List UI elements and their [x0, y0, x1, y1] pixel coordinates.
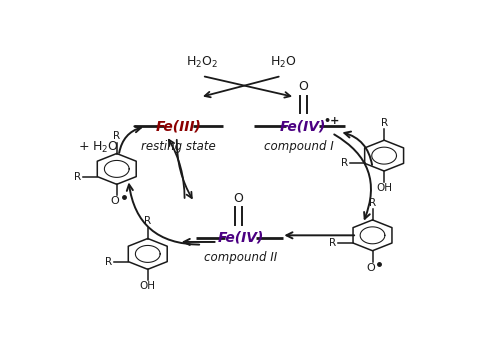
Text: OH: OH — [376, 183, 392, 193]
Text: R: R — [380, 118, 388, 128]
Text: Fe(IV): Fe(IV) — [218, 231, 264, 245]
Text: R: R — [74, 171, 80, 181]
Text: Fe(III): Fe(III) — [156, 119, 202, 134]
Text: O: O — [366, 263, 375, 273]
Text: R: R — [330, 238, 336, 248]
Text: H$_2$O: H$_2$O — [270, 55, 296, 70]
Text: R: R — [369, 198, 376, 208]
Text: compound I: compound I — [264, 140, 334, 153]
Text: R: R — [104, 257, 112, 267]
Text: resting state: resting state — [142, 140, 216, 153]
Text: OH: OH — [140, 282, 156, 292]
Text: R: R — [144, 216, 152, 226]
Text: O: O — [298, 80, 308, 93]
Text: R: R — [113, 131, 120, 141]
Text: compound II: compound II — [204, 252, 278, 264]
Text: O: O — [234, 192, 243, 205]
Text: H$_2$O$_2$: H$_2$O$_2$ — [186, 55, 218, 70]
Text: Fe(IV): Fe(IV) — [280, 119, 326, 134]
Text: O: O — [110, 196, 119, 206]
Text: R: R — [341, 158, 348, 168]
Text: + H$_2$O: + H$_2$O — [78, 140, 119, 155]
Text: •+: •+ — [323, 116, 340, 126]
